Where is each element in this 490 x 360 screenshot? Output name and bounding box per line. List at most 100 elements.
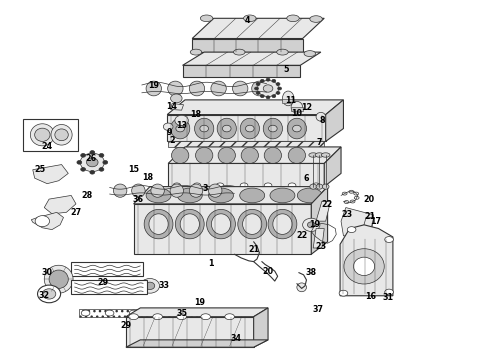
Ellipse shape	[222, 125, 231, 132]
Ellipse shape	[287, 118, 306, 139]
Text: 33: 33	[159, 282, 170, 290]
Ellipse shape	[30, 124, 54, 146]
Ellipse shape	[344, 249, 384, 284]
Bar	[282, 99, 294, 103]
Polygon shape	[171, 104, 184, 110]
Ellipse shape	[276, 82, 280, 86]
Ellipse shape	[211, 214, 231, 234]
Ellipse shape	[303, 218, 320, 231]
Polygon shape	[126, 340, 268, 347]
Ellipse shape	[35, 128, 50, 141]
Ellipse shape	[256, 82, 260, 86]
Ellipse shape	[35, 216, 49, 227]
Text: 13: 13	[176, 121, 187, 130]
Text: 36: 36	[133, 195, 144, 204]
Ellipse shape	[293, 125, 301, 132]
Polygon shape	[341, 208, 374, 237]
Ellipse shape	[263, 85, 273, 92]
Polygon shape	[311, 186, 328, 254]
Ellipse shape	[273, 214, 292, 234]
Text: 3: 3	[203, 184, 208, 193]
Ellipse shape	[175, 210, 204, 239]
Ellipse shape	[245, 125, 254, 132]
Ellipse shape	[207, 210, 235, 239]
Text: 4: 4	[245, 15, 250, 24]
Ellipse shape	[321, 153, 330, 157]
Text: 14: 14	[167, 102, 177, 111]
Ellipse shape	[233, 81, 248, 96]
Polygon shape	[254, 308, 268, 347]
Ellipse shape	[144, 210, 173, 239]
Ellipse shape	[195, 118, 214, 139]
Ellipse shape	[316, 112, 326, 121]
Polygon shape	[31, 212, 64, 230]
Text: 6: 6	[304, 174, 309, 183]
Bar	[79, 309, 199, 317]
Text: 35: 35	[176, 309, 187, 318]
Polygon shape	[340, 225, 393, 296]
Ellipse shape	[129, 314, 138, 320]
Polygon shape	[192, 18, 324, 39]
Ellipse shape	[99, 167, 104, 171]
Text: 7: 7	[317, 138, 322, 147]
Text: 19: 19	[194, 297, 205, 306]
Ellipse shape	[149, 214, 168, 234]
Ellipse shape	[55, 129, 68, 141]
Ellipse shape	[153, 314, 162, 320]
Ellipse shape	[307, 222, 315, 228]
Ellipse shape	[243, 214, 262, 234]
Ellipse shape	[42, 289, 56, 299]
Ellipse shape	[266, 96, 270, 99]
Text: 9: 9	[167, 129, 172, 138]
Ellipse shape	[218, 147, 235, 163]
Ellipse shape	[153, 310, 162, 316]
Ellipse shape	[385, 237, 393, 243]
Polygon shape	[183, 66, 300, 77]
Ellipse shape	[209, 188, 233, 203]
Ellipse shape	[49, 270, 68, 288]
Ellipse shape	[240, 183, 248, 188]
Ellipse shape	[353, 257, 375, 275]
Polygon shape	[134, 204, 311, 254]
Polygon shape	[324, 147, 341, 186]
Ellipse shape	[272, 80, 276, 82]
Ellipse shape	[264, 183, 272, 188]
Ellipse shape	[282, 91, 294, 106]
Text: 27: 27	[71, 208, 81, 217]
Text: 30: 30	[42, 268, 52, 277]
Ellipse shape	[310, 184, 317, 189]
Ellipse shape	[270, 188, 295, 203]
Ellipse shape	[309, 153, 318, 157]
Text: 18: 18	[191, 110, 201, 119]
Text: 23: 23	[315, 242, 326, 251]
Text: 37: 37	[313, 305, 323, 314]
Ellipse shape	[241, 147, 258, 163]
Text: 12: 12	[301, 103, 312, 112]
Ellipse shape	[310, 16, 322, 22]
Text: 29: 29	[98, 278, 109, 287]
Polygon shape	[313, 229, 324, 248]
Ellipse shape	[80, 153, 104, 172]
Ellipse shape	[189, 184, 203, 197]
Ellipse shape	[240, 118, 259, 139]
Text: 21: 21	[248, 245, 259, 254]
Ellipse shape	[99, 153, 104, 157]
Ellipse shape	[312, 183, 320, 188]
Ellipse shape	[146, 81, 161, 96]
Polygon shape	[168, 163, 324, 186]
Ellipse shape	[129, 310, 138, 316]
Bar	[71, 262, 143, 276]
Polygon shape	[326, 100, 343, 141]
Ellipse shape	[51, 125, 72, 145]
Text: 17: 17	[370, 217, 381, 226]
Polygon shape	[359, 217, 374, 242]
Ellipse shape	[177, 314, 186, 320]
Ellipse shape	[90, 170, 95, 174]
Bar	[71, 280, 147, 294]
Text: 16: 16	[366, 292, 376, 301]
Ellipse shape	[255, 87, 258, 90]
Ellipse shape	[278, 87, 281, 90]
Ellipse shape	[315, 153, 324, 157]
Ellipse shape	[151, 184, 164, 197]
Ellipse shape	[304, 51, 316, 57]
